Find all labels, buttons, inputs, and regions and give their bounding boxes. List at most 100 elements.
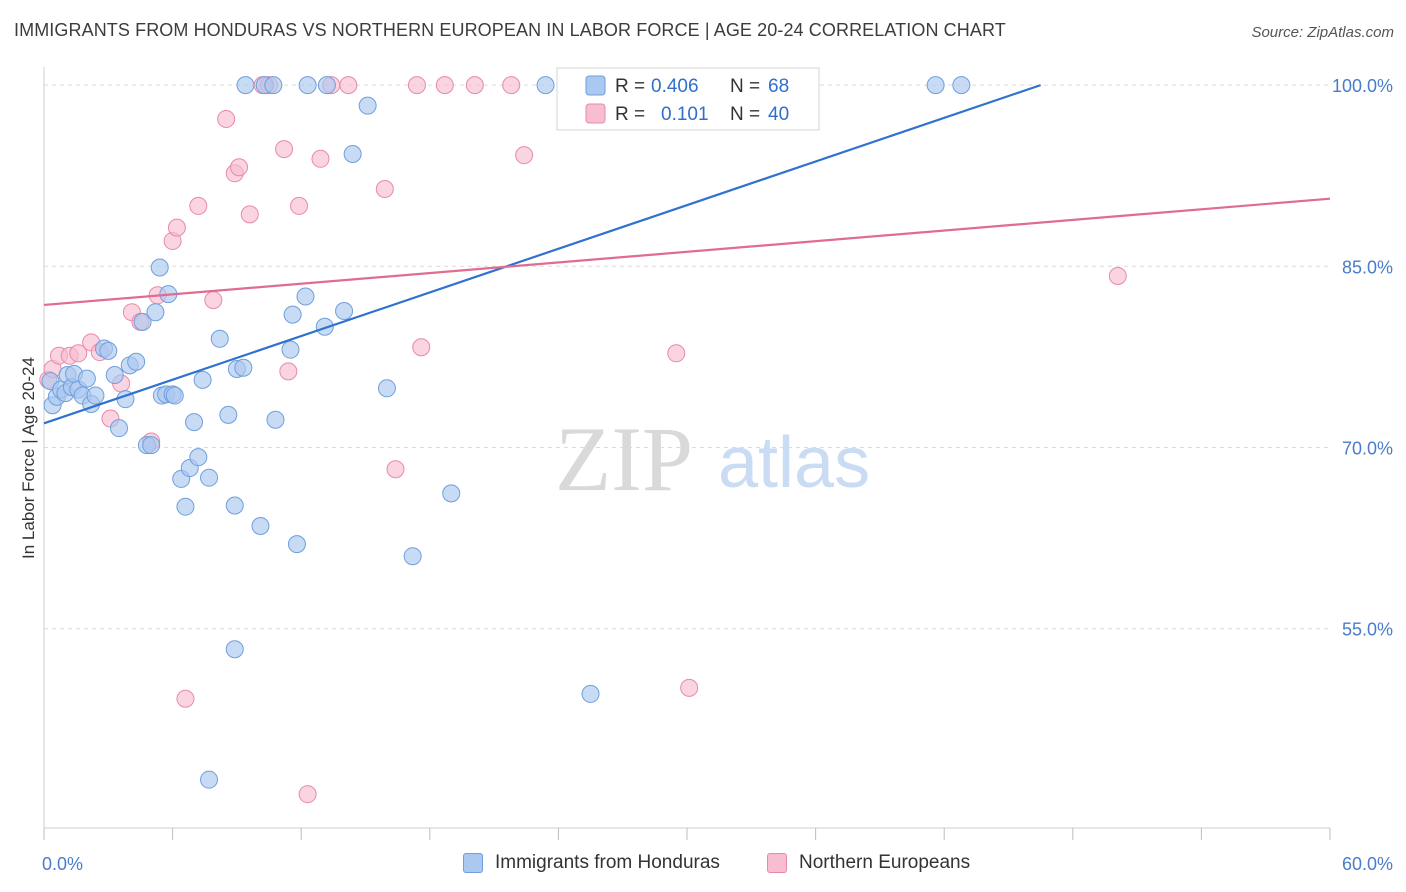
y-tick-label: 85.0%	[1342, 257, 1393, 277]
honduras-point	[99, 341, 118, 360]
honduras-point	[86, 386, 105, 405]
honduras-point	[110, 419, 129, 438]
honduras-point	[377, 379, 396, 398]
watermark: ZIP atlas	[555, 408, 870, 510]
watermark-atlas: atlas	[718, 423, 870, 503]
honduras-point	[219, 405, 238, 424]
axes	[43, 67, 1331, 840]
trend-lines	[43, 84, 1331, 425]
legend-label-honduras: Immigrants from Honduras	[495, 852, 720, 873]
northern-european-point	[204, 291, 223, 310]
honduras-point	[403, 547, 422, 566]
northern-european-point	[298, 785, 317, 804]
northern-european-point	[386, 460, 405, 479]
y-tick-label: 70.0%	[1342, 439, 1393, 459]
honduras-point	[298, 76, 317, 95]
honduras-point	[193, 370, 212, 389]
northern-european-point	[375, 180, 394, 199]
honduras-trend-line	[43, 84, 1042, 425]
legend-swatch-honduras	[463, 853, 483, 873]
honduras-point	[264, 76, 283, 95]
northern-european-point	[290, 196, 309, 215]
northern-european-point	[69, 344, 88, 363]
legend-swatch-pink	[585, 103, 606, 124]
honduras-point	[266, 410, 285, 429]
y-axis-label: In Labor Force | Age 20-24	[19, 357, 38, 559]
honduras-point	[335, 302, 354, 321]
legend-label-northern-europeans: Northern Europeans	[799, 852, 971, 873]
honduras-point	[283, 305, 302, 324]
honduras-point	[343, 144, 362, 163]
northern-european-point	[407, 76, 426, 95]
honduras-point	[127, 352, 146, 371]
northern-european-point	[515, 146, 534, 165]
legend-swatch-blue	[585, 75, 606, 96]
northern-european-point	[311, 149, 330, 168]
honduras-point	[105, 366, 124, 385]
honduras-point	[225, 640, 244, 659]
x-tick-label: 0.0%	[42, 854, 83, 874]
honduras-point	[358, 96, 377, 115]
honduras-point	[165, 386, 184, 405]
honduras-point	[77, 369, 96, 388]
source-label: Source: ZipAtlas.com	[1251, 24, 1394, 41]
northern-european-point	[465, 76, 484, 95]
legend-bottom: Immigrants from Honduras Northern Europe…	[0, 852, 1406, 878]
y-tick-label: 100.0%	[1332, 76, 1393, 96]
honduras-point	[210, 329, 229, 348]
honduras-point	[185, 413, 204, 432]
legend-r-value-2: 0.101	[661, 104, 709, 125]
honduras-point	[133, 312, 152, 331]
honduras-point	[296, 287, 315, 306]
legend-top: R = 0.406 N = 68 R = 0.101 N = 40	[556, 67, 820, 131]
northern-european-point	[435, 76, 454, 95]
northern-european-point	[339, 76, 358, 95]
northern-european-point	[230, 158, 249, 177]
honduras-point	[952, 76, 971, 95]
legend-n-label-1: N =	[730, 76, 760, 97]
honduras-point	[251, 517, 270, 536]
honduras-point	[189, 448, 208, 467]
x-tick-label: 60.0%	[1342, 854, 1393, 874]
honduras-point	[150, 258, 169, 277]
northern-european-trend-line	[43, 197, 1331, 307]
honduras-point	[200, 770, 219, 789]
northern-european-point	[176, 689, 195, 708]
honduras-point	[287, 535, 306, 554]
honduras-point	[200, 468, 219, 487]
northern-european-point	[275, 140, 294, 159]
y-tick-labels: 100.0% 85.0% 70.0% 55.0%	[1332, 76, 1393, 640]
honduras-point	[315, 317, 334, 336]
northern-european-point	[217, 109, 236, 128]
northern-european-point	[189, 196, 208, 215]
honduras-point	[536, 76, 555, 95]
northern-european-point	[502, 76, 521, 95]
honduras-point	[146, 303, 165, 322]
honduras-point	[236, 76, 255, 95]
x-tick-labels: 0.0% 60.0%	[42, 854, 1393, 874]
northern-european-point	[240, 205, 259, 224]
chart-title: IMMIGRANTS FROM HONDURAS VS NORTHERN EUR…	[14, 20, 1006, 40]
legend-n-value-1: 68	[768, 76, 789, 97]
honduras-point	[142, 436, 161, 455]
honduras-point	[234, 358, 253, 377]
legend-r-value-1: 0.406	[651, 76, 699, 97]
honduras-point	[225, 496, 244, 515]
honduras-point	[442, 484, 461, 503]
northern-european-point	[412, 338, 431, 357]
honduras-point	[926, 76, 945, 95]
northern-european-point	[1108, 266, 1127, 285]
y-tick-label: 55.0%	[1342, 620, 1393, 640]
legend-swatch-northern-europeans	[767, 853, 787, 873]
legend-n-value-2: 40	[768, 104, 789, 125]
honduras-point	[581, 684, 600, 703]
watermark-zip: ZIP	[555, 408, 693, 510]
honduras-point	[176, 497, 195, 516]
legend-r-label-2: R =	[615, 104, 645, 125]
northern-european-point	[279, 362, 298, 381]
legend-r-label-1: R =	[615, 76, 645, 97]
legend-item-honduras: Immigrants from Honduras	[463, 852, 720, 874]
northern-european-point	[667, 344, 686, 363]
northern-european-point	[680, 678, 699, 697]
